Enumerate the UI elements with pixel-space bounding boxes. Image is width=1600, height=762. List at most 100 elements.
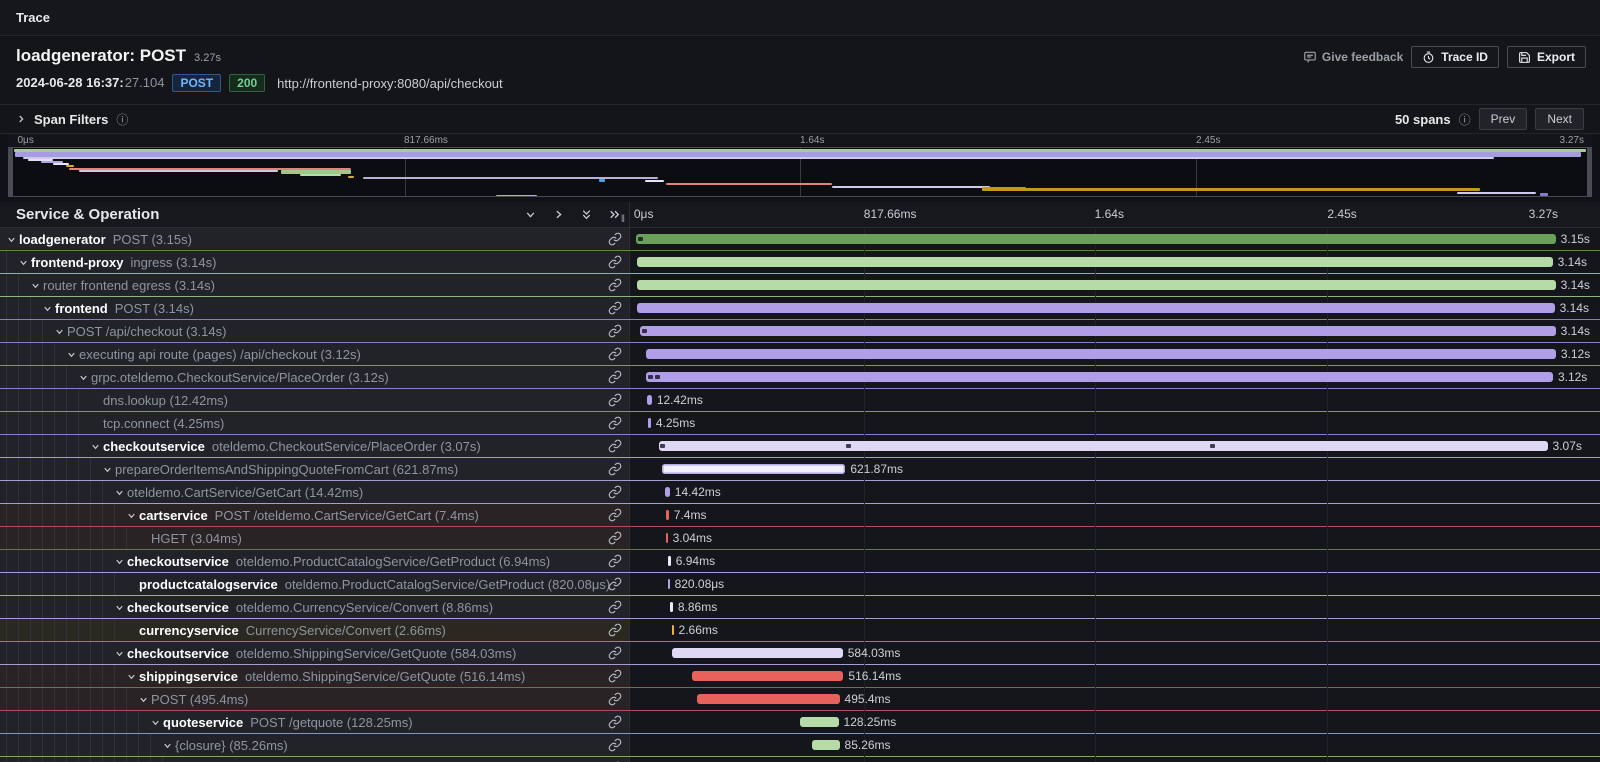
span-timeline-cell[interactable]: 85.26ms [630, 734, 1600, 756]
span-name-cell[interactable]: frontend-proxyingress (3.14s) [0, 251, 630, 273]
link-icon[interactable] [608, 347, 622, 361]
span-row[interactable]: dns.lookup (12.42ms)12.42ms [0, 389, 1600, 412]
span-row[interactable]: POST /api/checkout (3.14s)3.14s [0, 320, 1600, 343]
span-bar[interactable] [647, 395, 652, 405]
span-name-cell[interactable]: dns.lookup (12.42ms) [0, 389, 630, 411]
span-timeline-cell[interactable]: 8.86ms [630, 596, 1600, 618]
span-timeline-cell[interactable]: 3.14s [630, 251, 1600, 273]
span-row[interactable]: frontendPOST (3.14s)3.14s [0, 297, 1600, 320]
link-icon[interactable] [608, 623, 622, 637]
minimap-right-handle[interactable] [1587, 148, 1591, 196]
chevron-down-icon[interactable] [66, 349, 79, 360]
span-bar[interactable] [666, 510, 669, 520]
next-button[interactable]: Next [1535, 108, 1584, 130]
chevron-down-icon[interactable] [42, 303, 55, 314]
link-icon[interactable] [608, 278, 622, 292]
span-bar[interactable] [666, 533, 668, 543]
span-name-cell[interactable]: POST (495.4ms) [0, 688, 630, 710]
span-row[interactable]: loadgeneratorPOST (3.15s)3.15s [0, 228, 1600, 251]
chevron-down-icon[interactable] [18, 257, 31, 268]
chevron-right-icon[interactable] [551, 208, 565, 222]
span-timeline-cell[interactable]: 7.4ms [630, 504, 1600, 526]
chevron-down-icon[interactable] [126, 671, 139, 682]
span-bar[interactable] [812, 740, 839, 750]
span-timeline-cell[interactable]: 3.15s [630, 228, 1600, 250]
span-name-cell[interactable]: quoteservicePOST /getquote (128.25ms) [0, 711, 630, 733]
span-name-cell[interactable]: router frontend egress (3.14s) [0, 274, 630, 296]
chevron-down-icon[interactable] [102, 464, 115, 475]
span-bar[interactable] [672, 648, 843, 658]
span-bar[interactable] [646, 372, 1553, 382]
span-bar[interactable] [800, 717, 839, 727]
chevron-down-icon[interactable] [126, 510, 139, 521]
span-name-cell[interactable]: loadgeneratorPOST (3.15s) [0, 228, 630, 250]
chevron-down-icon[interactable] [138, 694, 151, 705]
span-row[interactable]: frontend-proxyingress (3.14s)3.14s [0, 251, 1600, 274]
link-icon[interactable] [608, 692, 622, 706]
span-name-cell[interactable]: currencyserviceCurrencyService/Convert (… [0, 619, 630, 641]
span-timeline-cell[interactable]: 16.33ms [630, 757, 1600, 762]
span-timeline-cell[interactable]: 3.12s [630, 366, 1600, 388]
trace-id-button[interactable]: Trace ID [1411, 46, 1499, 68]
span-row[interactable]: checkoutserviceoteldemo.CheckoutService/… [0, 435, 1600, 458]
span-row[interactable]: grpc.oteldemo.CheckoutService/PlaceOrder… [0, 366, 1600, 389]
chevron-right-icon[interactable] [16, 114, 26, 124]
double-chevron-down-icon[interactable] [579, 208, 593, 222]
span-row[interactable]: router frontend egress (3.14s)3.14s [0, 274, 1600, 297]
span-timeline-cell[interactable]: 621.87ms [630, 458, 1600, 480]
column-resize-handle[interactable]: ‖ [621, 214, 626, 225]
span-bar[interactable] [648, 418, 651, 428]
span-name-cell[interactable]: oteldemo.CartService/GetCart (14.42ms) [0, 481, 630, 503]
span-timeline-cell[interactable]: 14.42ms [630, 481, 1600, 503]
link-icon[interactable] [608, 485, 622, 499]
link-icon[interactable] [608, 301, 622, 315]
span-row[interactable]: checkoutserviceoteldemo.ShippingService/… [0, 642, 1600, 665]
span-row[interactable]: currencyserviceCurrencyService/Convert (… [0, 619, 1600, 642]
span-timeline-cell[interactable]: 3.14s [630, 320, 1600, 342]
link-icon[interactable] [608, 393, 622, 407]
span-name-cell[interactable]: POST /api/checkout (3.14s) [0, 320, 630, 342]
span-timeline-cell[interactable]: 3.04ms [630, 527, 1600, 549]
link-icon[interactable] [608, 462, 622, 476]
chevron-down-icon[interactable] [6, 234, 19, 245]
link-icon[interactable] [608, 646, 622, 660]
give-feedback-link[interactable]: Give feedback [1303, 50, 1403, 64]
span-row[interactable]: productcatalogserviceoteldemo.ProductCat… [0, 573, 1600, 596]
chevron-down-icon[interactable] [114, 487, 127, 498]
span-row[interactable]: {closure} (85.26ms)85.26ms [0, 734, 1600, 757]
chevron-down-icon[interactable] [162, 740, 175, 751]
span-name-cell[interactable]: HGET (3.04ms) [0, 527, 630, 549]
span-bar[interactable] [668, 579, 670, 589]
span-name-cell[interactable]: grpc.oteldemo.CheckoutService/PlaceOrder… [0, 366, 630, 388]
span-bar[interactable] [637, 280, 1556, 290]
span-name-cell[interactable]: {closure} (85.26ms) [0, 734, 630, 756]
chevron-down-icon[interactable] [523, 208, 537, 222]
span-row[interactable]: oteldemo.CartService/GetCart (14.42ms)14… [0, 481, 1600, 504]
span-timeline-cell[interactable]: 6.94ms [630, 550, 1600, 572]
span-name-cell[interactable]: checkoutserviceoteldemo.ProductCatalogSe… [0, 550, 630, 572]
span-name-cell[interactable]: checkoutserviceoteldemo.CurrencyService/… [0, 596, 630, 618]
link-icon[interactable] [608, 255, 622, 269]
span-bar[interactable] [697, 694, 840, 704]
link-icon[interactable] [608, 439, 622, 453]
link-icon[interactable] [608, 531, 622, 545]
span-name-cell[interactable]: cartservicePOST /oteldemo.CartService/Ge… [0, 504, 630, 526]
link-icon[interactable] [608, 370, 622, 384]
span-timeline-cell[interactable]: 12.42ms [630, 389, 1600, 411]
chevron-down-icon[interactable] [114, 602, 127, 613]
prev-button[interactable]: Prev [1479, 108, 1528, 130]
span-row[interactable]: HGET (3.04ms)3.04ms [0, 527, 1600, 550]
span-timeline-cell[interactable]: 584.03ms [630, 642, 1600, 664]
chevron-down-icon[interactable] [54, 326, 67, 337]
span-timeline-cell[interactable]: 3.12s [630, 343, 1600, 365]
span-row[interactable]: tcp.connect (4.25ms)4.25ms [0, 412, 1600, 435]
span-filters-label[interactable]: Span Filters [34, 112, 108, 127]
span-bar[interactable] [692, 671, 843, 681]
link-icon[interactable] [608, 738, 622, 752]
link-icon[interactable] [608, 324, 622, 338]
span-timeline-cell[interactable]: 516.14ms [630, 665, 1600, 687]
span-timeline-cell[interactable]: 3.14s [630, 297, 1600, 319]
span-bar[interactable] [662, 464, 845, 474]
span-timeline-cell[interactable]: 495.4ms [630, 688, 1600, 710]
span-bar[interactable] [659, 441, 1548, 451]
